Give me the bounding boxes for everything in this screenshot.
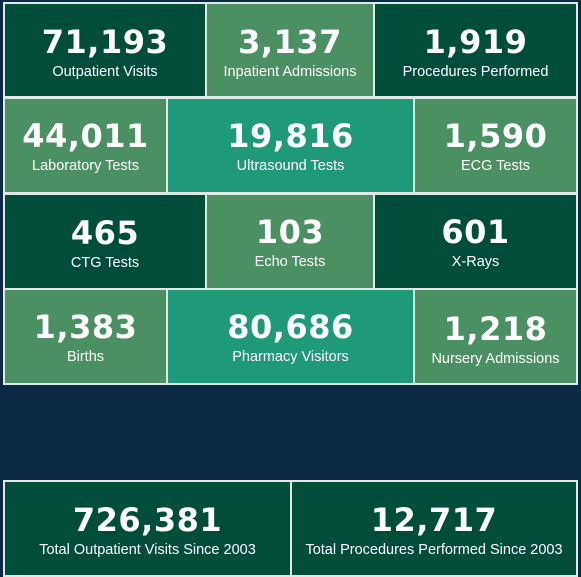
stat-label: Echo Tests [254,254,326,270]
stat-value: 103 [255,213,325,251]
stat-label: Pharmacy Visitors [232,349,349,365]
total-label: Total Outpatient Visits Since 2003 [39,542,256,558]
stat-label: Laboratory Tests [32,158,139,174]
total-value: 726,381 [72,501,223,539]
stat-value: 71,193 [41,23,169,61]
stat-value: 465 [70,214,140,252]
stat-tile-nursery-admissions: 1,218 Nursery Admissions [413,288,578,385]
stat-value: 1,383 [33,308,138,346]
stat-label: Nursery Admissions [431,351,560,367]
stat-tile-procedures-performed: 1,919 Procedures Performed [373,2,578,98]
stat-tile-births: 1,383 Births [3,288,168,385]
stat-value: 44,011 [22,117,149,155]
stat-label: Outpatient Visits [52,64,158,80]
stat-value: 601 [441,213,510,251]
stat-label: Procedures Performed [402,64,549,80]
stat-label: Births [66,349,105,365]
total-value: 12,717 [370,501,498,539]
stat-tile-ctg-tests: 465 CTG Tests [3,193,207,290]
stat-label: ECG Tests [460,158,531,174]
stat-tile-ecg-tests: 1,590 ECG Tests [413,97,578,194]
stat-label: CTG Tests [70,255,140,271]
stat-tile-pharmacy-visitors: 80,686 Pharmacy Visitors [166,288,415,385]
stat-tile-x-rays: 601 X-Rays [373,193,578,290]
stat-label: Inpatient Admissions [223,64,357,80]
stat-value: 80,686 [227,308,354,346]
stat-tile-laboratory-tests: 44,011 Laboratory Tests [3,97,168,194]
stat-tile-ultrasound-tests: 19,816 Ultrasound Tests [166,97,415,194]
total-tile-outpatient-visits: 726,381 Total Outpatient Visits Since 20… [3,480,292,577]
stat-tile-outpatient-visits: 71,193 Outpatient Visits [3,2,207,98]
total-tile-procedures-performed: 12,717 Total Procedures Performed Since … [290,480,578,577]
stat-label: X-Rays [451,254,500,270]
stat-value: 19,816 [227,117,354,155]
stat-tile-echo-tests: 103 Echo Tests [205,193,375,290]
stat-value: 1,590 [443,117,548,155]
stat-value: 3,137 [238,23,342,61]
stat-value: 1,218 [443,310,548,348]
stat-label: Ultrasound Tests [236,158,345,174]
total-label: Total Procedures Performed Since 2003 [305,542,563,558]
stat-value: 1,919 [423,23,528,61]
stat-tile-inpatient-admissions: 3,137 Inpatient Admissions [205,2,375,98]
